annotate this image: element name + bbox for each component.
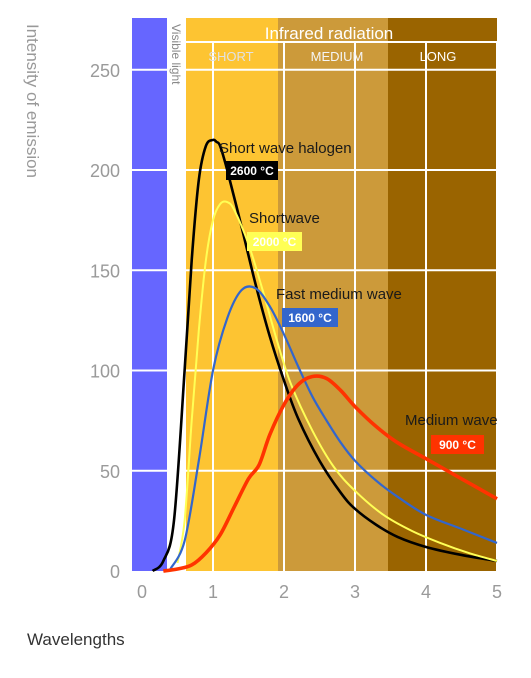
series-lines [151,138,498,573]
temp-badge-0 [226,161,278,180]
series-labels: Short wave halogen 2600 °C Shortwave 2000 °… [219,140,498,454]
band-label-short: SHORT [208,49,253,64]
series-line-3 [163,374,498,573]
x-tick-label: 1 [208,582,218,602]
y-tick-label: 250 [90,61,120,81]
temp-badge-1 [247,232,302,251]
series-line-1 [176,200,498,564]
temp-label-0: 2600 °C [230,164,274,178]
visible-light-label: Visible light [169,24,183,85]
temp-badge-3 [431,435,484,454]
x-tick-label: 0 [137,582,147,602]
y-axis-label: Intensity of emission [23,24,42,178]
y-tick-label: 150 [90,261,120,281]
temp-label-2: 1600 °C [288,311,332,325]
series-name-1: Shortwave [249,210,320,227]
series-name-2: Fast medium wave [276,286,402,303]
axes: Intensity of emission Wavelengths 050100… [23,24,502,649]
x-axis-label: Wavelengths [27,630,125,649]
series-name-3: Medium wave [405,412,498,429]
x-tick-label: 3 [350,582,360,602]
temp-badge-2 [282,308,338,327]
band-medium [278,18,388,571]
y-tick-label: 50 [100,462,120,482]
temp-label-3: 900 °C [439,438,476,452]
y-tick-label: 0 [110,562,120,582]
x-tick-label: 2 [279,582,289,602]
gridlines [132,41,498,571]
visible-light-band [132,18,167,571]
x-tick-label: 5 [492,582,502,602]
band-label-medium: MEDIUM [311,49,364,64]
band-label-long: LONG [420,49,457,64]
series-line-2 [169,285,498,570]
x-tick-label: 4 [421,582,431,602]
y-tick-label: 200 [90,161,120,181]
temp-label-1: 2000 °C [253,235,297,249]
infrared-title: Infrared radiation [265,24,394,43]
series-name-0: Short wave halogen [219,140,352,157]
y-tick-label: 100 [90,362,120,382]
band-labels: Infrared radiation Visible light SHORT ME… [169,24,456,85]
band-long [388,18,497,571]
